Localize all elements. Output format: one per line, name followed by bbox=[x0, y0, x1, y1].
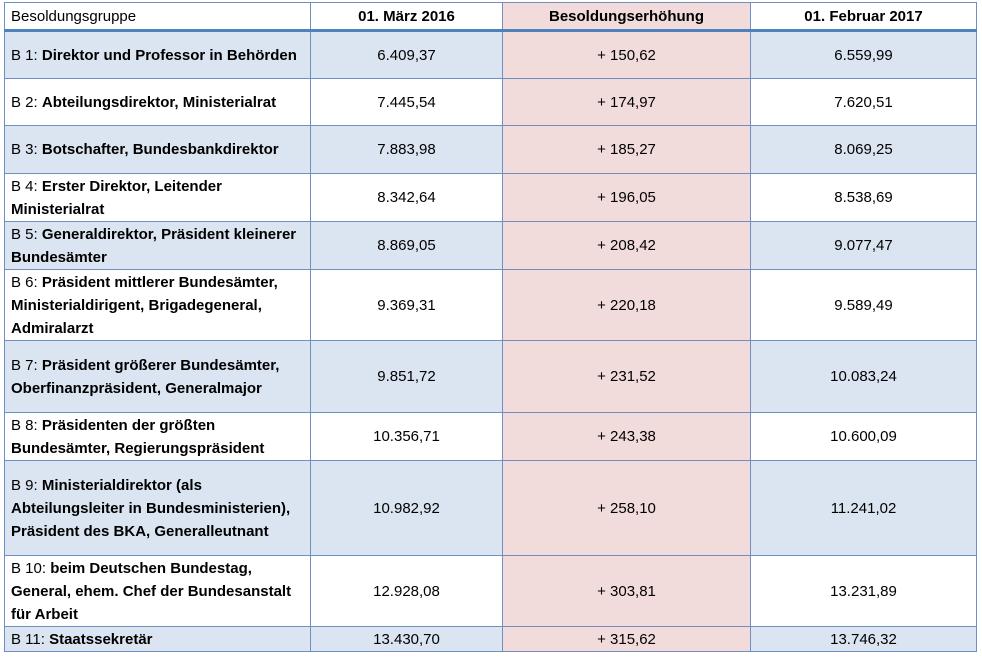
title-label: Abteilungsdirektor, Ministerialrat bbox=[41, 93, 277, 111]
table-row: B 11: Staatssekretär 13.430,70 + 315,62 … bbox=[4, 626, 977, 652]
group-cell: B 3: Botschafter, Bundesbankdirektor bbox=[4, 125, 311, 174]
group-cell: B 1: Direktor und Professor in Behörden bbox=[4, 30, 311, 79]
increase-cell: + 150,62 bbox=[502, 30, 751, 79]
grade-label: B 6: bbox=[11, 273, 38, 291]
increase-cell: + 258,10 bbox=[502, 460, 751, 556]
header-date-new: 01. Februar 2017 bbox=[750, 2, 977, 32]
group-cell: B 2: Abteilungsdirektor, Ministerialrat bbox=[4, 78, 311, 126]
old-salary-cell: 13.430,70 bbox=[310, 626, 503, 652]
new-salary-cell: 10.083,24 bbox=[750, 340, 977, 413]
increase-cell: + 315,62 bbox=[502, 626, 751, 652]
new-salary-cell: 7.620,51 bbox=[750, 78, 977, 126]
increase-cell: + 185,27 bbox=[502, 125, 751, 174]
grade-label: B 4: bbox=[11, 177, 38, 195]
group-cell: B 4: Erster Direktor, Leitender Minister… bbox=[4, 173, 311, 222]
old-salary-cell: 7.883,98 bbox=[310, 125, 503, 174]
old-salary-cell: 10.356,71 bbox=[310, 412, 503, 461]
old-salary-cell: 9.369,31 bbox=[310, 269, 503, 341]
increase-cell: + 196,05 bbox=[502, 173, 751, 222]
new-salary-cell: 13.231,89 bbox=[750, 555, 977, 627]
salary-table: Besoldungsgruppe 01. März 2016 Besoldung… bbox=[4, 2, 977, 652]
increase-cell: + 243,38 bbox=[502, 412, 751, 461]
group-cell: B 11: Staatssekretär bbox=[4, 626, 311, 652]
table-row: B 8: Präsidenten der größten Bundesämter… bbox=[4, 412, 977, 461]
grade-label: B 1: bbox=[11, 46, 38, 64]
old-salary-cell: 6.409,37 bbox=[310, 30, 503, 79]
header-group: Besoldungsgruppe bbox=[4, 2, 311, 32]
title-label: Ministerialdirektor (als Abteilungsleite… bbox=[11, 476, 291, 540]
group-cell: B 8: Präsidenten der größten Bundesämter… bbox=[4, 412, 311, 461]
new-salary-cell: 8.069,25 bbox=[750, 125, 977, 174]
old-salary-cell: 10.982,92 bbox=[310, 460, 503, 556]
header-date-old: 01. März 2016 bbox=[310, 2, 503, 32]
increase-cell: + 208,42 bbox=[502, 221, 751, 270]
table-row: B 6: Präsident mittlerer Bundesämter, Mi… bbox=[4, 269, 977, 341]
grade-label: B 2: bbox=[11, 93, 38, 111]
old-salary-cell: 9.851,72 bbox=[310, 340, 503, 413]
grade-label: B 10: bbox=[11, 559, 47, 577]
new-salary-cell: 9.077,47 bbox=[750, 221, 977, 270]
group-cell: B 10: beim Deutschen Bundestag, General,… bbox=[4, 555, 311, 627]
grade-label: B 5: bbox=[11, 225, 38, 243]
table-row: B 10: beim Deutschen Bundestag, General,… bbox=[4, 555, 977, 627]
old-salary-cell: 8.869,05 bbox=[310, 221, 503, 270]
table-row: B 9: Ministerialdirektor (als Abteilungs… bbox=[4, 460, 977, 556]
table-row: B 4: Erster Direktor, Leitender Minister… bbox=[4, 173, 977, 222]
increase-cell: + 220,18 bbox=[502, 269, 751, 341]
old-salary-cell: 7.445,54 bbox=[310, 78, 503, 126]
old-salary-cell: 12.928,08 bbox=[310, 555, 503, 627]
title-label: Präsident mittlerer Bundesämter, Ministe… bbox=[11, 273, 278, 337]
grade-label: B 9: bbox=[11, 476, 38, 494]
header-increase: Besoldungserhöhung bbox=[502, 2, 751, 32]
group-cell: B 9: Ministerialdirektor (als Abteilungs… bbox=[4, 460, 311, 556]
title-label: Staatssekretär bbox=[49, 630, 153, 648]
new-salary-cell: 9.589,49 bbox=[750, 269, 977, 341]
increase-cell: + 231,52 bbox=[502, 340, 751, 413]
table-row: B 3: Botschafter, Bundesbankdirektor 7.8… bbox=[4, 125, 977, 174]
title-label: Präsidenten der größten Bundesämter, Reg… bbox=[11, 416, 265, 457]
new-salary-cell: 13.746,32 bbox=[750, 626, 977, 652]
title-label: Botschafter, Bundesbankdirektor bbox=[41, 141, 279, 158]
table-row: B 2: Abteilungsdirektor, Ministerialrat … bbox=[4, 78, 977, 126]
table-row: B 5: Generaldirektor, Präsident kleinere… bbox=[4, 221, 977, 270]
increase-cell: + 303,81 bbox=[502, 555, 751, 627]
title-label: Präsident größerer Bundesämter, Oberfina… bbox=[11, 356, 280, 397]
group-cell: B 6: Präsident mittlerer Bundesämter, Mi… bbox=[4, 269, 311, 341]
group-cell: B 7: Präsident größerer Bundesämter, Obe… bbox=[4, 340, 311, 413]
old-salary-cell: 8.342,64 bbox=[310, 173, 503, 222]
grade-label: B 3: bbox=[11, 141, 38, 158]
table-row: B 1: Direktor und Professor in Behörden … bbox=[4, 30, 977, 79]
new-salary-cell: 8.538,69 bbox=[750, 173, 977, 222]
title-label: Erster Direktor, Leitender Ministerialra… bbox=[11, 177, 222, 218]
title-label: Direktor und Professor in Behörden bbox=[41, 46, 297, 64]
new-salary-cell: 11.241,02 bbox=[750, 460, 977, 556]
grade-label: B 8: bbox=[11, 416, 38, 434]
title-label: Generaldirektor, Präsident kleinerer Bun… bbox=[11, 225, 297, 266]
title-label: beim Deutschen Bundestag, General, ehem.… bbox=[11, 559, 292, 623]
table-row: B 7: Präsident größerer Bundesämter, Obe… bbox=[4, 340, 977, 413]
grade-label: B 11: bbox=[11, 630, 45, 648]
increase-cell: + 174,97 bbox=[502, 78, 751, 126]
grade-label: B 7: bbox=[11, 356, 38, 374]
header-row: Besoldungsgruppe 01. März 2016 Besoldung… bbox=[4, 2, 977, 32]
new-salary-cell: 6.559,99 bbox=[750, 30, 977, 79]
group-cell: B 5: Generaldirektor, Präsident kleinere… bbox=[4, 221, 311, 270]
new-salary-cell: 10.600,09 bbox=[750, 412, 977, 461]
